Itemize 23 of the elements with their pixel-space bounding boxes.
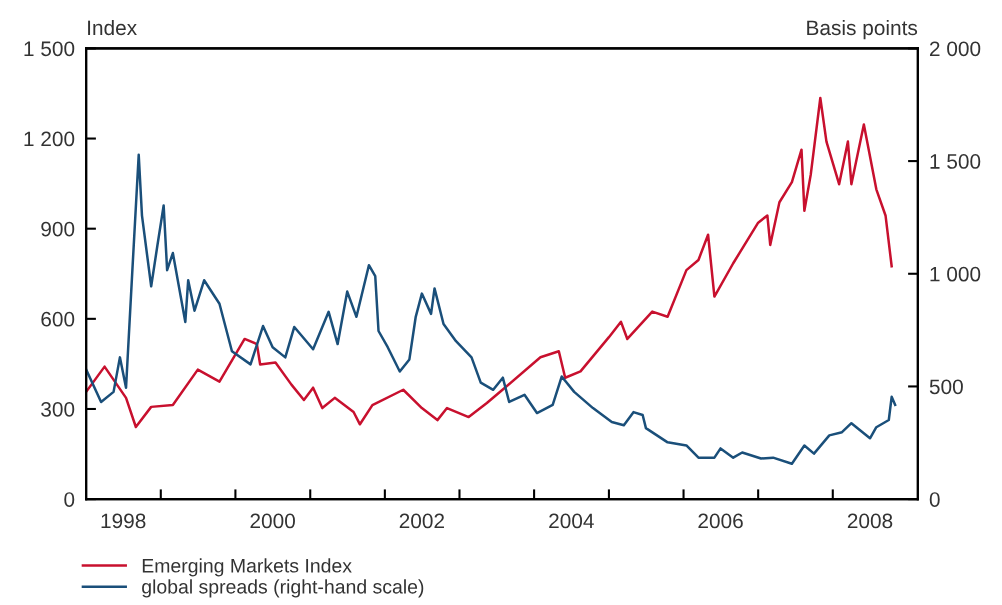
x-tick-label: 2006 bbox=[698, 513, 743, 529]
legend-label: Emerging Markets Index bbox=[142, 558, 352, 577]
y-tick-label: 900 bbox=[41, 221, 75, 237]
x-tick-label: 2000 bbox=[250, 513, 295, 529]
line-series bbox=[86, 153, 897, 465]
x-tick-label: 1998 bbox=[101, 513, 146, 529]
y2-tick-label: 1 500 bbox=[930, 154, 981, 169]
y2-tick-label: 1 000 bbox=[930, 266, 981, 282]
y-axis-title: Index bbox=[88, 19, 137, 36]
x-tick-label: 2004 bbox=[549, 513, 594, 529]
y2-tick-label: 2 000 bbox=[929, 41, 981, 57]
x-tick-label: 2008 bbox=[847, 513, 893, 529]
y2-axis-title: Basis points bbox=[807, 19, 918, 40]
y-tick-label: 0 bbox=[64, 492, 75, 507]
y-tick-label: 300 bbox=[41, 401, 75, 417]
y2-tick-label: 0 bbox=[929, 492, 940, 507]
y-tick-label: 1 500 bbox=[24, 41, 75, 57]
y2-tick-label: 500 bbox=[929, 379, 963, 395]
x-tick-label: 2002 bbox=[399, 513, 444, 529]
y-tick-label: 600 bbox=[41, 311, 75, 327]
y-tick-label: 1 200 bbox=[24, 131, 75, 147]
legend-label: global spreads (right-hand scale) bbox=[142, 579, 424, 598]
line-series bbox=[86, 96, 893, 429]
